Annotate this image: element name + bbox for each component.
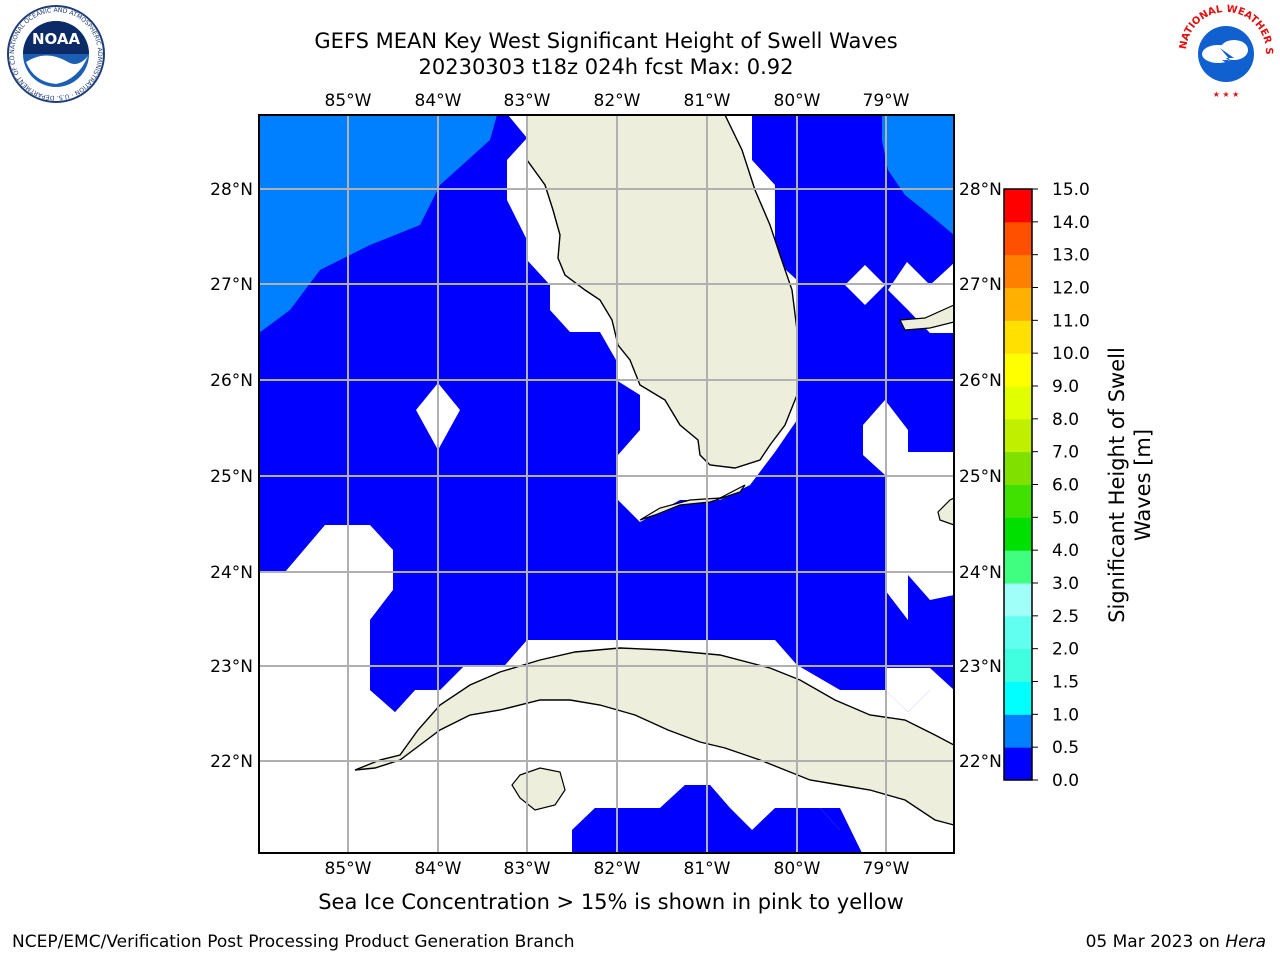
lon-label-top: 84°W xyxy=(415,91,462,111)
lon-label-bottom: 81°W xyxy=(684,859,731,879)
lon-label-bottom: 80°W xyxy=(774,859,821,879)
lon-label-bottom: 85°W xyxy=(325,859,372,879)
lon-label-top: 79°W xyxy=(863,91,910,111)
colorbar-tick-label: 4.0 xyxy=(1052,541,1079,561)
lon-label-bottom: 82°W xyxy=(594,859,641,879)
lat-label-left: 22°N xyxy=(210,752,253,772)
colorbar-tick-label: 2.5 xyxy=(1052,607,1079,627)
lon-label-top: 81°W xyxy=(684,91,731,111)
graticule xyxy=(259,115,954,853)
colorbar-bin xyxy=(1004,747,1032,781)
colorbar-tick-label: 0.0 xyxy=(1052,771,1079,791)
colorbar-label-line1: Significant Height of Swell xyxy=(1105,347,1129,623)
lon-label-top: 85°W xyxy=(325,91,372,111)
colorbar-tick-label: 8.0 xyxy=(1052,410,1079,430)
chart-title: GEFS MEAN Key West Significant Height of… xyxy=(314,29,898,53)
colorbar-tick-label: 1.0 xyxy=(1052,705,1079,725)
noaa-wordmark: NOAA xyxy=(32,30,81,48)
colorbar-tick-label: 6.0 xyxy=(1052,476,1079,496)
lat-label-right: 23°N xyxy=(959,657,1002,677)
colorbar-bin xyxy=(1004,484,1032,518)
svg-text:★ ★ ★: ★ ★ ★ xyxy=(1213,90,1240,99)
footer-date-text: 05 Mar 2023 on xyxy=(1085,932,1226,952)
noaa-logo: NATIONAL OCEANIC AND ATMOSPHERIC ADMINIS… xyxy=(6,4,105,103)
colorbar-tick-label: 3.0 xyxy=(1052,574,1079,594)
lon-label-bottom: 84°W xyxy=(415,859,462,879)
lon-label-bottom: 79°W xyxy=(863,859,910,879)
footer-host: Hera xyxy=(1225,932,1266,952)
isle-of-youth xyxy=(511,767,566,811)
colorbar-bin xyxy=(1004,648,1032,682)
colorbar-bin xyxy=(1004,517,1032,551)
colorbar-tick-label: 11.0 xyxy=(1052,311,1090,331)
lon-label-top: 82°W xyxy=(594,91,641,111)
lon-label-top: 83°W xyxy=(504,91,551,111)
lat-label-left: 24°N xyxy=(210,563,253,583)
colorbar-bin xyxy=(1004,221,1032,256)
colorbar-bin xyxy=(1004,353,1032,387)
lat-label-left: 27°N xyxy=(210,275,253,295)
colorbar-bin xyxy=(1004,615,1032,650)
swell-0-0.5-area-west-cuba xyxy=(370,550,527,712)
sea-ice-note: Sea Ice Concentration > 15% is shown in … xyxy=(318,890,904,914)
colorbar-tick-label: 10.0 xyxy=(1052,344,1090,364)
colorbar-label-line2: Waves [m] xyxy=(1131,429,1155,541)
colorbar-tick-label: 12.0 xyxy=(1052,279,1090,299)
colorbar-tick-label: 5.0 xyxy=(1052,508,1079,528)
lat-label-left: 28°N xyxy=(210,180,253,200)
colorbar-tick-label: 13.0 xyxy=(1052,246,1090,266)
lat-label-right: 25°N xyxy=(959,467,1002,487)
colorbar-tick-label: 2.0 xyxy=(1052,640,1079,660)
lat-label-right: 24°N xyxy=(959,563,1002,583)
colorbar-tick-label: 14.0 xyxy=(1052,213,1090,233)
swell-0-0.5-area-south-east xyxy=(820,808,862,853)
florida-keys xyxy=(639,484,746,521)
colorbar-bin xyxy=(1004,189,1032,223)
colorbar-bin xyxy=(1004,386,1032,420)
footer-date: 05 Mar 2023 on Hera xyxy=(1086,932,1266,952)
lat-label-left: 25°N xyxy=(210,467,253,487)
chart-subtitle: 20230303 t18z 024h fcst Max: 0.92 xyxy=(418,55,794,79)
footer-branch: NCEP/EMC/Verification Post Processing Pr… xyxy=(12,932,575,952)
colorbar-bin xyxy=(1004,550,1032,584)
colorbar-tick-label: 1.5 xyxy=(1052,673,1079,693)
colorbar-tick-label: 0.5 xyxy=(1052,738,1079,758)
colorbar-tick-label: 9.0 xyxy=(1052,377,1079,397)
colorbar: 0.0 0.5 1.0 1.5 2.0 2.5 3.0 4.0 5.0 6.0 7.0 8.0 9.0 1… xyxy=(1003,180,1090,791)
colorbar-bin xyxy=(1004,451,1032,485)
colorbar-tick-label: 7.0 xyxy=(1052,443,1079,463)
colorbar-bin xyxy=(1004,681,1032,715)
lat-label-right: 26°N xyxy=(959,371,1002,391)
swell-0.5-1.0-area-ne xyxy=(882,115,954,235)
colorbar-bin xyxy=(1004,320,1032,354)
colorbar-bin xyxy=(1004,418,1032,453)
colorbar-bin xyxy=(1004,714,1032,748)
lat-label-left: 23°N xyxy=(210,657,253,677)
nws-logo: NATIONAL WEATHER SERVICE ★ ★ ★ xyxy=(1176,2,1274,100)
colorbar-bin xyxy=(1004,583,1032,617)
colorbar-bin xyxy=(1004,254,1032,288)
lat-label-right: 22°N xyxy=(959,752,1002,772)
lon-label-bottom: 83°W xyxy=(504,859,551,879)
lat-label-right: 28°N xyxy=(959,180,1002,200)
lat-label-right: 27°N xyxy=(959,275,1002,295)
colorbar-tick-label: 15.0 xyxy=(1052,180,1090,200)
lon-label-top: 80°W xyxy=(774,91,821,111)
lat-label-left: 26°N xyxy=(210,371,253,391)
map-frame xyxy=(258,114,955,854)
colorbar-bin xyxy=(1004,287,1032,321)
